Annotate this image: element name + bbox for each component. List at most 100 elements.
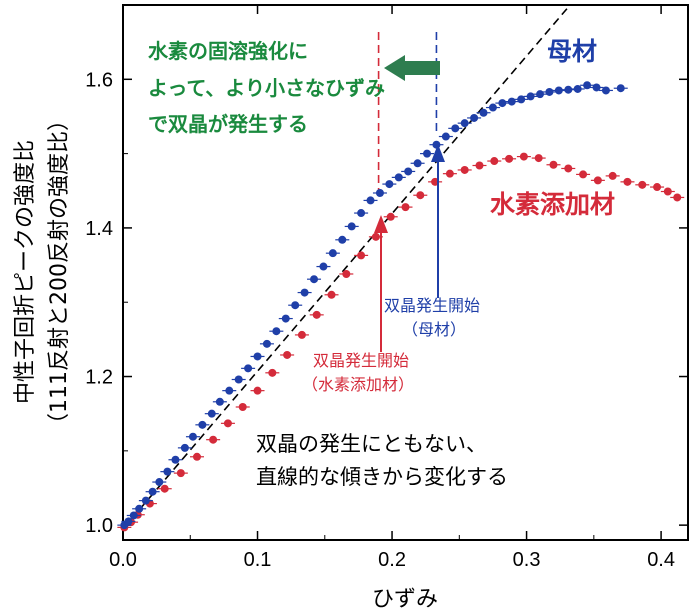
y-axis-title-line-2: （111反射と200反射の強度比） — [47, 109, 72, 435]
annotation-bottom-line-1: 双晶の発生にともない、 — [256, 432, 487, 456]
twin-onset-h-line-2: （水素添加材） — [302, 375, 414, 394]
base-point — [338, 235, 347, 244]
base-point — [180, 443, 189, 452]
hydrogen-point — [192, 452, 201, 461]
base-point — [148, 487, 157, 496]
hydrogen-point — [579, 170, 588, 179]
base-point — [129, 511, 138, 520]
series-base — [117, 81, 628, 530]
x-tick-label: 0.3 — [513, 549, 541, 571]
base-point — [460, 119, 469, 128]
x-tick-label: 0.1 — [244, 549, 272, 571]
base-point — [141, 496, 150, 505]
hydrogen-point — [209, 435, 218, 444]
base-point — [328, 249, 337, 258]
base-point — [564, 85, 573, 94]
base-point — [507, 97, 516, 106]
base-point — [253, 352, 262, 361]
base-point — [155, 478, 164, 487]
base-point — [366, 196, 375, 205]
base-point — [616, 84, 625, 93]
series-hydrogen — [117, 152, 685, 532]
hydrogen-point — [593, 176, 602, 185]
hydrogen-point — [176, 469, 185, 478]
hydrogen-point — [312, 310, 321, 319]
base-point — [272, 327, 281, 336]
twin-onset-label-base: 双晶発生開始 （母材） — [384, 296, 480, 339]
hydrogen-point — [401, 203, 410, 212]
annotation-bottom-line-2: 直線的な傾きから変化する — [256, 465, 508, 489]
x-axis-title: ひずみ — [372, 587, 438, 612]
base-point — [601, 86, 610, 95]
twin-onset-h-line-1: 双晶発生開始 — [313, 351, 409, 370]
base-point — [347, 222, 356, 231]
base-point — [413, 159, 422, 168]
left-arrow-icon — [384, 55, 440, 81]
base-point — [281, 314, 290, 323]
hydrogen-point — [608, 171, 617, 180]
annotation-line-1: 水素の固溶強化に — [148, 39, 308, 63]
base-point — [357, 209, 366, 218]
hydrogen-point — [673, 193, 682, 202]
hydrogen-point — [460, 165, 469, 174]
base-point — [385, 180, 394, 189]
hydrogen-point — [297, 330, 306, 339]
plot-frame — [122, 4, 689, 541]
base-point — [573, 84, 582, 93]
base-point — [404, 167, 413, 176]
y-axis-title-line-1: 中性子回折ピークの強度比 — [13, 140, 38, 404]
base-point — [479, 108, 488, 117]
base-point — [244, 364, 253, 373]
base-point — [517, 95, 526, 104]
hydrogen-point — [283, 350, 292, 359]
base-point — [291, 301, 300, 310]
annotation-line-3: で双晶が発生する — [148, 112, 308, 136]
y-axis-title: 中性子回折ピークの強度比 — [13, 140, 38, 404]
y-axis: 1.0 1.2 1.4 1.6 — [85, 69, 688, 537]
base-point — [545, 87, 554, 96]
hydrogen-point — [327, 290, 336, 299]
base-point — [554, 86, 563, 95]
base-point — [394, 173, 403, 182]
y-tick-label: 1.4 — [85, 218, 113, 240]
base-point — [300, 288, 309, 297]
x-tick-label: 0.0 — [109, 549, 137, 571]
up-arrow-icon-hydrogen — [374, 215, 388, 352]
base-point — [225, 386, 234, 395]
hydrogen-point — [638, 180, 647, 189]
hydrogen-point — [549, 160, 558, 169]
y-tick-label: 1.6 — [85, 69, 113, 91]
hydrogen-point — [371, 232, 380, 241]
base-point — [171, 455, 180, 464]
hydrogen-point — [357, 251, 366, 260]
hydrogen-point — [564, 164, 573, 173]
base-point — [536, 90, 545, 99]
base-point — [319, 262, 328, 271]
twin-onset-base-line-2: （母材） — [402, 320, 466, 339]
hydrogen-point — [342, 269, 351, 278]
base-point — [262, 339, 271, 348]
hydrogen-point — [490, 157, 499, 166]
hydrogen-point — [160, 484, 169, 493]
base-point — [124, 517, 133, 526]
x-tick-label: 0.4 — [647, 549, 675, 571]
twin-onset-label-hydrogen: 双晶発生開始 （水素添加材） — [302, 351, 414, 394]
linear-reference-line — [123, 8, 568, 530]
hydrogen-point — [445, 169, 454, 178]
base-point — [234, 375, 243, 384]
base-point — [470, 113, 479, 122]
base-point — [215, 397, 224, 406]
base-point — [423, 149, 432, 158]
y-axis-subtitle: （111反射と200反射の強度比） — [47, 109, 72, 435]
hydrogen-point — [505, 154, 514, 163]
x-axis: 0.0 0.1 0.2 0.3 0.4 — [109, 5, 675, 571]
base-point — [163, 467, 172, 476]
base-point — [310, 275, 319, 284]
base-point — [583, 81, 592, 90]
hydrogen-point — [253, 386, 262, 395]
series-label-base: 母材 — [547, 37, 597, 66]
hydrogen-point — [663, 187, 672, 196]
hydrogen-point — [386, 212, 395, 221]
base-point — [135, 504, 144, 513]
